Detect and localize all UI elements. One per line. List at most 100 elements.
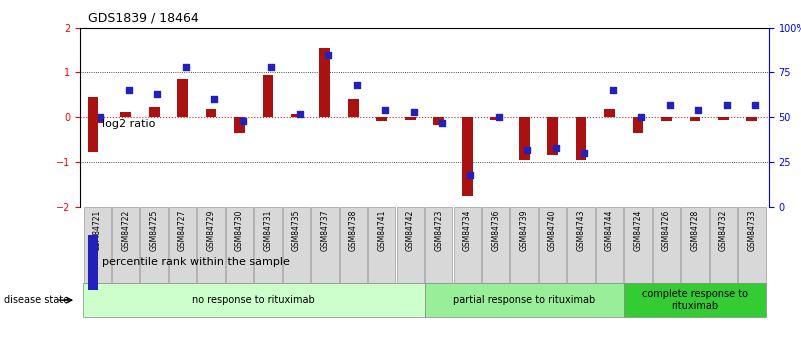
Text: GSM84742: GSM84742: [406, 209, 415, 251]
Text: GSM84734: GSM84734: [463, 209, 472, 251]
Text: GSM84737: GSM84737: [320, 209, 329, 251]
Point: [578, 150, 591, 156]
Point: [265, 64, 278, 70]
Point: [208, 97, 221, 102]
Point: [493, 115, 505, 120]
Text: GSM84721: GSM84721: [93, 209, 102, 250]
Point: [692, 107, 705, 113]
Bar: [576, 117, 586, 160]
Point: [720, 102, 733, 108]
Bar: [453, 207, 481, 283]
Text: percentile rank within the sample: percentile rank within the sample: [102, 257, 290, 267]
Text: GSM84741: GSM84741: [377, 209, 386, 251]
Bar: [291, 114, 302, 117]
Point: [436, 120, 449, 126]
Bar: [405, 117, 416, 119]
Bar: [653, 207, 680, 283]
Bar: [254, 207, 282, 283]
Point: [123, 88, 135, 93]
Bar: [596, 207, 623, 283]
Bar: [169, 207, 196, 283]
Point: [521, 147, 533, 152]
Point: [322, 52, 335, 57]
Text: GSM84731: GSM84731: [264, 209, 272, 251]
Bar: [83, 283, 425, 317]
Text: GSM84722: GSM84722: [121, 209, 130, 250]
Bar: [206, 109, 216, 117]
Text: GSM84740: GSM84740: [548, 209, 557, 251]
Text: GSM84725: GSM84725: [150, 209, 159, 251]
Text: GSM84733: GSM84733: [747, 209, 756, 251]
Bar: [690, 117, 700, 121]
Bar: [547, 117, 558, 155]
Text: GSM84728: GSM84728: [690, 209, 699, 250]
Point: [606, 88, 619, 93]
Bar: [312, 207, 339, 283]
Text: GSM84735: GSM84735: [292, 209, 301, 251]
Text: GSM84738: GSM84738: [349, 209, 358, 251]
Text: disease state: disease state: [4, 295, 69, 305]
Bar: [263, 75, 273, 117]
Text: no response to rituximab: no response to rituximab: [192, 295, 315, 305]
Text: GSM84730: GSM84730: [235, 209, 244, 251]
Bar: [112, 207, 139, 283]
Text: log2 ratio: log2 ratio: [102, 119, 155, 129]
Text: GSM84743: GSM84743: [577, 209, 586, 251]
Text: GSM84723: GSM84723: [434, 209, 443, 251]
Bar: [226, 207, 253, 283]
Text: GSM84727: GSM84727: [178, 209, 187, 251]
Bar: [682, 207, 709, 283]
Text: GSM84736: GSM84736: [491, 209, 500, 251]
Text: GSM84732: GSM84732: [719, 209, 728, 251]
Bar: [376, 117, 387, 121]
Bar: [340, 207, 367, 283]
Bar: [234, 117, 245, 133]
Bar: [320, 48, 330, 117]
Bar: [120, 112, 131, 117]
Bar: [661, 117, 672, 121]
Text: GSM84744: GSM84744: [605, 209, 614, 251]
Bar: [739, 207, 766, 283]
Bar: [747, 117, 757, 121]
Point: [407, 109, 420, 115]
Point: [635, 115, 648, 120]
Point: [350, 82, 363, 88]
Bar: [718, 117, 729, 119]
Bar: [462, 117, 473, 196]
Bar: [149, 107, 159, 117]
Bar: [567, 207, 595, 283]
Text: GSM84729: GSM84729: [207, 209, 215, 251]
Bar: [177, 79, 188, 117]
Bar: [425, 207, 453, 283]
Bar: [368, 207, 396, 283]
Text: GSM84726: GSM84726: [662, 209, 671, 251]
Point: [749, 102, 762, 108]
Bar: [490, 117, 501, 119]
Text: GSM84739: GSM84739: [520, 209, 529, 251]
Point: [236, 118, 249, 124]
Text: GDS1839 / 18464: GDS1839 / 18464: [88, 11, 199, 24]
Text: GSM84724: GSM84724: [634, 209, 642, 251]
Point: [663, 102, 676, 108]
Point: [464, 172, 477, 177]
Bar: [604, 109, 615, 117]
Point: [94, 115, 107, 120]
Bar: [140, 207, 167, 283]
Bar: [510, 207, 537, 283]
Bar: [633, 117, 643, 133]
Bar: [92, 117, 103, 123]
Bar: [710, 207, 737, 283]
Bar: [197, 207, 225, 283]
Bar: [433, 117, 445, 125]
Text: partial response to rituximab: partial response to rituximab: [453, 295, 595, 305]
Bar: [624, 283, 766, 317]
Bar: [482, 207, 509, 283]
Point: [151, 91, 163, 97]
Bar: [425, 283, 624, 317]
Bar: [283, 207, 310, 283]
Point: [179, 64, 192, 70]
Text: complete response to
rituximab: complete response to rituximab: [642, 289, 748, 311]
Bar: [624, 207, 652, 283]
Bar: [519, 117, 529, 160]
Point: [549, 145, 562, 150]
